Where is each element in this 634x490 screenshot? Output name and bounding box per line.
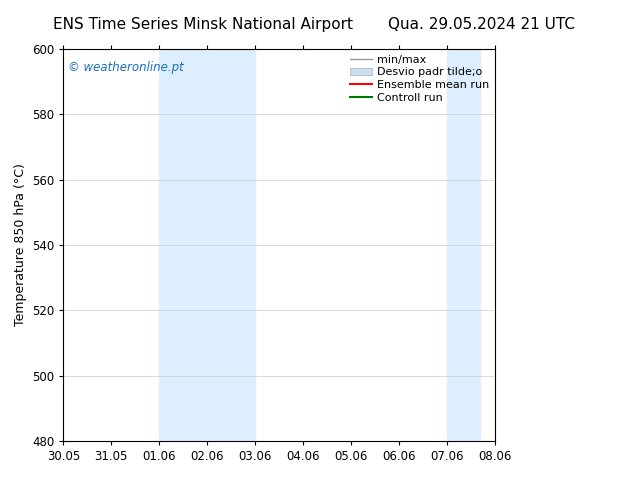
Bar [159, 49, 255, 441]
Bar [446, 49, 480, 441]
Legend: min/max, Desvio padr tilde;o, Ensemble mean run, Controll run: min/max, Desvio padr tilde;o, Ensemble m… [350, 54, 489, 103]
Text: ENS Time Series Minsk National Airport: ENS Time Series Minsk National Airport [53, 17, 353, 32]
Text: © weatheronline.pt: © weatheronline.pt [68, 61, 183, 74]
Text: Qua. 29.05.2024 21 UTC: Qua. 29.05.2024 21 UTC [389, 17, 575, 32]
Y-axis label: Temperature 850 hPa (°C): Temperature 850 hPa (°C) [13, 164, 27, 326]
